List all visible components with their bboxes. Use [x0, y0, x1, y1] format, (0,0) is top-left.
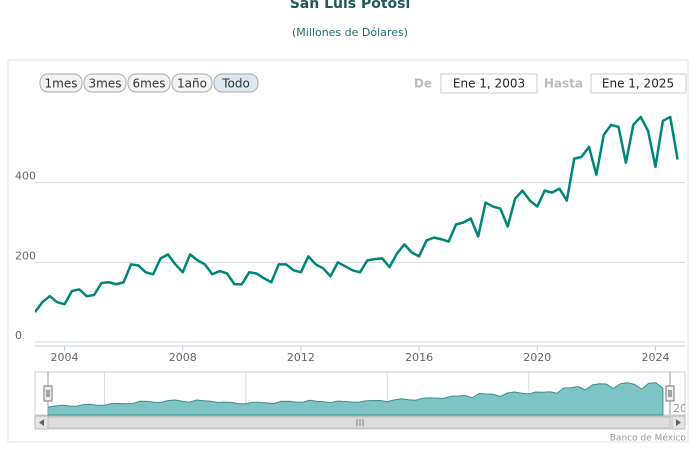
navigator-tick-label: 2025 [673, 402, 696, 415]
range-button-label[interactable]: 1mes [45, 77, 78, 91]
navigator-area [47, 382, 664, 416]
x-tick-label: 2008 [169, 351, 197, 364]
x-tick-label: 2016 [405, 351, 433, 364]
to-label: Hasta [544, 77, 583, 91]
x-tick-label: 2020 [523, 351, 551, 364]
navigator-handle-grip [668, 390, 672, 397]
range-button[interactable] [171, 73, 213, 93]
navigator-handle-grip [46, 390, 50, 397]
range-button[interactable] [127, 73, 171, 93]
chart-subtitle: (Millones de Dólares) [292, 26, 408, 39]
range-button[interactable] [39, 73, 83, 93]
to-input-text[interactable]: Ene 1, 2025 [602, 77, 674, 91]
from-label: De [414, 77, 432, 91]
credits[interactable]: Banco de México [610, 433, 687, 444]
range-button-label[interactable]: 1año [177, 77, 207, 91]
y-tick-label: 0 [15, 329, 22, 342]
range-button-label[interactable]: 3mes [89, 77, 122, 91]
to-input[interactable] [590, 73, 687, 94]
data-line [35, 115, 679, 313]
range-button[interactable] [213, 73, 259, 93]
y-tick-label: 400 [15, 170, 36, 183]
x-tick-label: 2004 [51, 351, 79, 364]
x-tick-label: 2024 [641, 351, 669, 364]
from-input[interactable] [440, 73, 538, 94]
navigator-handle[interactable] [665, 385, 675, 402]
x-tick-label: 2012 [287, 351, 315, 364]
range-button-label[interactable]: Todo [221, 77, 250, 91]
chart-title: San Luis Potosí [290, 0, 412, 12]
range-button[interactable] [83, 73, 127, 93]
navigator-handle[interactable] [43, 385, 53, 402]
frame [7, 59, 689, 443]
from-input-text[interactable]: Ene 1, 2003 [453, 77, 525, 91]
y-tick-label: 200 [15, 249, 36, 262]
range-button-label[interactable]: 6mes [133, 77, 166, 91]
scrollbar[interactable] [34, 415, 686, 430]
